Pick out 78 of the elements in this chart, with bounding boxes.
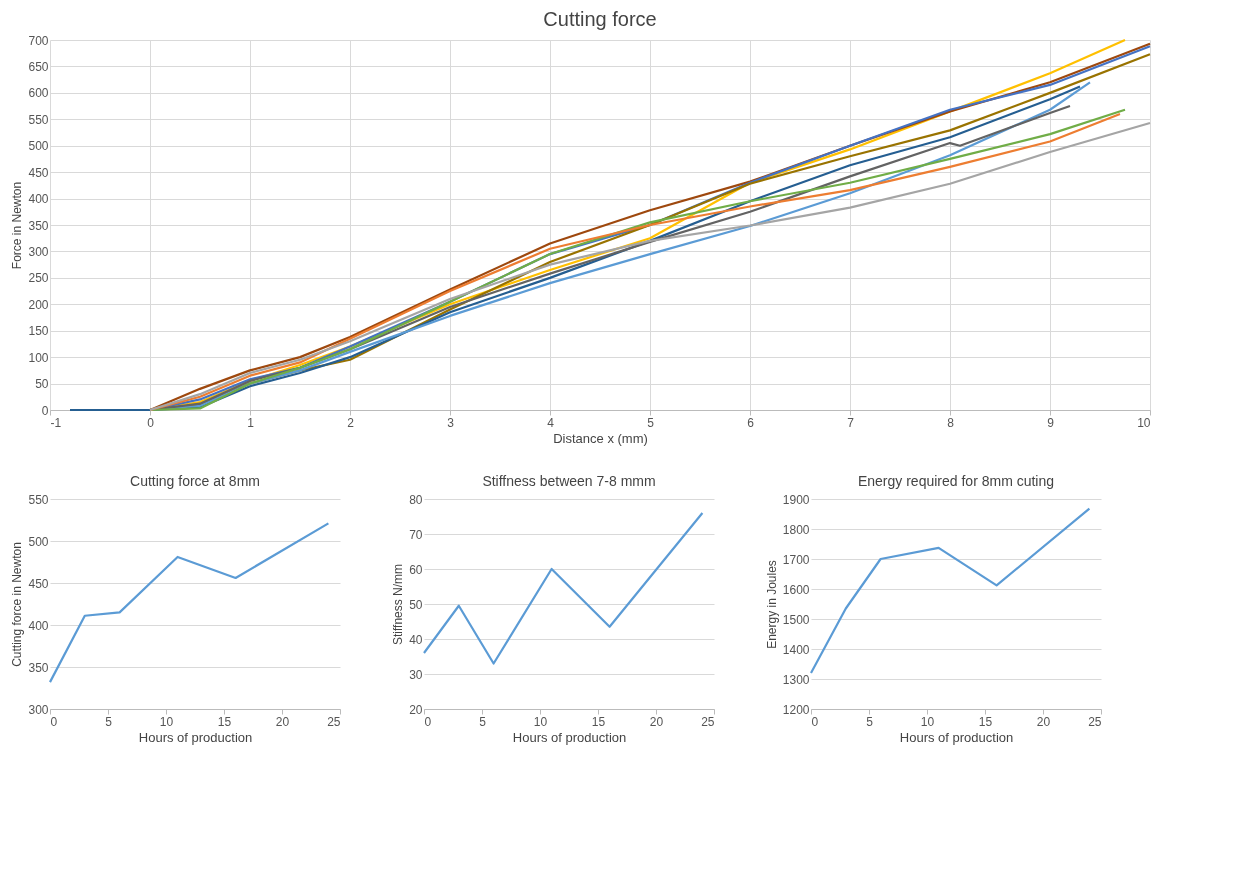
y-axis-title: Stiffness N/mm <box>391 563 406 646</box>
y-tick-label: 300 <box>28 702 49 717</box>
y-tick-label: 500 <box>28 139 49 154</box>
y-tick-label: 700 <box>28 33 49 48</box>
y-tick-label: 1200 <box>782 702 810 717</box>
x-tick-label: 15 <box>591 714 606 729</box>
chart-title: Stiffness between 7-8 mmm <box>482 473 656 489</box>
x-tick-label: 8 <box>947 415 955 430</box>
line-series <box>422 511 704 665</box>
y-tick-label: 0 <box>41 403 49 418</box>
x-tick-label: -1 <box>50 415 62 430</box>
y-tick-label: 70 <box>409 527 423 542</box>
line-series <box>809 507 1091 675</box>
x-tick-label: 20 <box>1036 714 1051 729</box>
y-tick-label: 450 <box>28 165 49 180</box>
x-tick-label: 10 <box>533 714 548 729</box>
y-tick-label: 450 <box>28 576 49 591</box>
y-tick-label: 650 <box>28 59 49 74</box>
x-tick-label: 20 <box>275 714 290 729</box>
y-tick-label: 50 <box>35 377 49 392</box>
x-tick-label: 25 <box>1088 714 1102 729</box>
y-tick-label: 550 <box>28 492 49 507</box>
y-tick-label: 1300 <box>782 672 810 687</box>
chart-title: Cutting force <box>543 8 657 30</box>
x-tick-label: 10 <box>159 714 174 729</box>
x-tick-label: 5 <box>866 714 874 729</box>
y-tick-label: 250 <box>28 271 49 286</box>
y-tick-label: 1600 <box>782 582 810 597</box>
y-tick-label: 80 <box>409 492 423 507</box>
y-tick-label: 300 <box>28 244 49 259</box>
x-tick-label: 15 <box>217 714 232 729</box>
y-tick-label: 1500 <box>782 612 810 627</box>
x-tick-label: 3 <box>447 415 455 430</box>
x-tick-label: 1 <box>247 415 255 430</box>
y-tick-label: 1400 <box>782 642 810 657</box>
y-tick-label: 400 <box>28 618 49 633</box>
y-tick-label: 600 <box>28 86 49 101</box>
x-tick-label: 25 <box>701 714 715 729</box>
y-tick-label: 100 <box>28 350 49 365</box>
y-axis-title: Cutting force in Newton <box>10 542 25 667</box>
x-tick-label: 20 <box>649 714 664 729</box>
y-tick-label: 350 <box>28 218 49 233</box>
y-tick-label: 200 <box>28 297 49 312</box>
y-tick-label: 500 <box>28 534 49 549</box>
y-tick-label: 60 <box>409 562 423 577</box>
x-tick-label: 10 <box>920 714 935 729</box>
y-axis-title: Energy in Joules <box>764 560 779 649</box>
y-tick-label: 550 <box>28 112 49 127</box>
chart-title: Energy required for 8mm cuting <box>857 473 1055 489</box>
x-axis-title: Hours of production <box>899 729 1014 745</box>
x-axis-title: Distance x (mm) <box>553 430 648 446</box>
y-tick-label: 50 <box>409 597 423 612</box>
x-tick-label: 5 <box>647 415 655 430</box>
x-tick-label: 2 <box>347 415 355 430</box>
x-tick-label: 7 <box>847 415 855 430</box>
x-tick-label: 5 <box>479 714 487 729</box>
y-tick-label: 400 <box>28 192 49 207</box>
y-tick-label: 150 <box>28 324 49 339</box>
y-tick-label: 30 <box>409 667 423 682</box>
y-axis-title: Force in Newton <box>10 181 25 270</box>
y-tick-label: 1700 <box>782 552 810 567</box>
y-tick-label: 1800 <box>782 522 810 537</box>
x-tick-label: 6 <box>747 415 755 430</box>
x-tick-label: 9 <box>1047 415 1055 430</box>
x-tick-label: 10 <box>1137 415 1151 430</box>
x-axis-title: Hours of production <box>512 729 627 745</box>
y-tick-label: 20 <box>409 702 423 717</box>
x-axis-title: Hours of production <box>138 729 253 745</box>
y-tick-label: 40 <box>409 632 423 647</box>
y-tick-label: 1900 <box>782 492 810 507</box>
chart-title: Cutting force at 8mm <box>130 473 260 489</box>
x-tick-label: 5 <box>105 714 113 729</box>
x-tick-label: 15 <box>978 714 993 729</box>
x-tick-label: 25 <box>327 714 341 729</box>
x-tick-label: 0 <box>147 415 155 430</box>
x-tick-label: 4 <box>547 415 555 430</box>
line-series <box>48 522 330 684</box>
y-tick-label: 350 <box>28 660 49 675</box>
